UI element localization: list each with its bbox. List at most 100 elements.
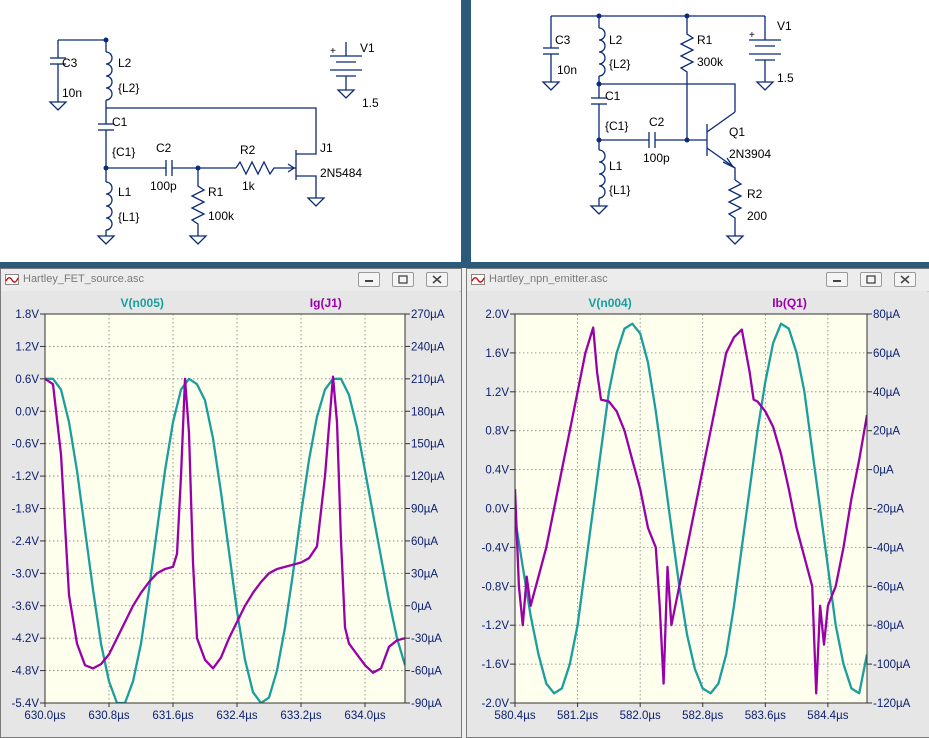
legend-vn004[interactable]: V(n004) xyxy=(588,296,631,310)
x-tick-label: 582.8µs xyxy=(682,710,723,722)
left-tick-label: -1.2V xyxy=(12,471,40,483)
series-line-ibq1 xyxy=(515,326,867,695)
fet-r2-value: 1k xyxy=(242,179,256,193)
right-tick-label: 0µA xyxy=(873,465,894,477)
minimize-icon xyxy=(365,280,373,282)
right-tick-label: 0µA xyxy=(411,601,432,613)
waveform-window-fet[interactable]: Hartley_FET_source.asc 1.8V 1.2V 0.6V 0.0V -… xyxy=(0,268,462,738)
left-tick-label: -0.6V xyxy=(12,439,40,451)
right-tick-label: -60µA xyxy=(873,581,904,593)
series-line-vn005 xyxy=(45,377,405,703)
x-tick-label: 630.8µs xyxy=(88,710,129,722)
left-tick-label: -1.2V xyxy=(482,620,510,632)
x-tick-label: 584.4µs xyxy=(807,710,848,722)
restore-icon xyxy=(866,275,876,284)
fet-l1-value: {L1} xyxy=(118,210,139,224)
right-tick-label: -20µA xyxy=(873,504,904,516)
schematic-npn-pane[interactable]: C3 10n L2 {L2} R1 300k C1 {C1} C2 100p L… xyxy=(471,0,929,262)
window-title: Hartley_FET_source.asc xyxy=(23,273,145,285)
right-tick-label: 30µA xyxy=(411,568,438,580)
right-tick-label: 270µA xyxy=(411,309,445,321)
fet-j1-model: 2N5484 xyxy=(320,166,362,180)
right-tick-label: 90µA xyxy=(411,504,438,516)
x-tick-label: 630.0µs xyxy=(24,710,65,722)
restore-button[interactable] xyxy=(860,272,882,287)
npn-r1-label: R1 xyxy=(697,33,713,47)
x-tick-label: 582.0µs xyxy=(620,710,661,722)
left-tick-label: 1.2V xyxy=(485,387,509,399)
npn-r2-value: 200 xyxy=(747,209,767,223)
right-tick-label: 120µA xyxy=(411,471,445,483)
fet-l2-label: L2 xyxy=(118,56,132,70)
fet-j1-label: J1 xyxy=(320,141,333,155)
right-tick-label: -80µA xyxy=(873,620,904,632)
npn-r1-value: 300k xyxy=(697,55,724,69)
waveform-plot-npn[interactable]: 2.0V 1.6V 1.2V 0.8V 0.4V 0.0V -0.4V -0.8V -1.2V -… xyxy=(467,291,927,737)
minimize-button[interactable] xyxy=(826,272,848,287)
waveform-plot-fet[interactable]: 1.8V 1.2V 0.6V 0.0V -0.6V -1.2V -1.8V -2.4V -3.0… xyxy=(1,291,459,737)
fet-r1-label: R1 xyxy=(208,185,224,199)
fet-c3-label: C3 xyxy=(62,56,78,70)
npn-c3-label: C3 xyxy=(555,33,571,47)
left-tick-label: -4.8V xyxy=(12,666,40,678)
x-tick-label: 631.6µs xyxy=(152,710,193,722)
right-tick-label: 20µA xyxy=(873,426,900,438)
right-tick-label: 210µA xyxy=(411,374,445,386)
window-titlebar[interactable]: Hartley_FET_source.asc xyxy=(1,269,461,292)
restore-icon xyxy=(398,275,408,284)
legend-igj1[interactable]: Ig(J1) xyxy=(310,296,342,310)
fet-l2-value: {L2} xyxy=(118,81,139,95)
fet-c1-value: {C1} xyxy=(112,145,135,159)
left-tick-label: 0.6V xyxy=(15,374,39,386)
right-tick-label: 60µA xyxy=(411,536,438,548)
waveform-app-icon xyxy=(5,274,19,285)
npn-v1-value: 1.5 xyxy=(777,71,794,85)
close-icon xyxy=(900,275,910,284)
restore-button[interactable] xyxy=(392,272,414,287)
minimize-button[interactable] xyxy=(358,272,380,287)
npn-c2-label: C2 xyxy=(649,115,665,129)
left-tick-label: -1.6V xyxy=(482,659,510,671)
right-tick-label: 60µA xyxy=(873,348,900,360)
npn-r2-label: R2 xyxy=(747,187,763,201)
fet-r2-label: R2 xyxy=(240,143,256,157)
left-tick-label: 1.2V xyxy=(15,341,39,353)
x-tick-label: 634.0µs xyxy=(344,710,385,722)
npn-v1-plus: + xyxy=(749,30,755,41)
legend-vn005[interactable]: V(n005) xyxy=(121,296,164,310)
window-titlebar[interactable]: Hartley_npn_emitter.asc xyxy=(467,269,929,292)
fet-l1-label: L1 xyxy=(118,185,132,199)
right-tick-label: -100µA xyxy=(873,659,911,671)
left-tick-label: -3.6V xyxy=(12,601,40,613)
x-tick-label: 581.2µs xyxy=(557,710,598,722)
left-tick-label: 1.8V xyxy=(15,309,39,321)
schematic-npn-canvas: C3 10n L2 {L2} R1 300k C1 {C1} C2 100p L… xyxy=(541,13,794,245)
right-tick-label: -90µA xyxy=(411,698,442,710)
fet-c3-value: 10n xyxy=(62,86,82,100)
npn-q1-label: Q1 xyxy=(729,125,745,139)
npn-l2-value: {L2} xyxy=(609,57,630,71)
npn-l2-label: L2 xyxy=(609,33,623,47)
fet-v1-plus: + xyxy=(330,46,336,57)
frame-divider-vertical xyxy=(461,0,471,268)
waveform-window-npn[interactable]: Hartley_npn_emitter.asc 2.0V 1.6V 1.2V 0.8V… xyxy=(466,268,929,738)
left-tick-label: 2.0V xyxy=(485,309,509,321)
fet-c2-label: C2 xyxy=(156,141,172,155)
x-tick-label: 632.4µs xyxy=(216,710,257,722)
legend-ibq1[interactable]: Ib(Q1) xyxy=(772,296,807,310)
schematic-fet-pane[interactable]: C3 10n L2 {L2} C1 {C1} C2 100p L1 {L1} R… xyxy=(0,0,461,262)
left-tick-label: 0.4V xyxy=(485,465,509,477)
npn-c2-value: 100p xyxy=(643,151,670,165)
fet-r1-value: 100k xyxy=(208,209,235,223)
left-tick-label: -2.0V xyxy=(482,698,510,710)
waveform-app-icon xyxy=(471,274,485,285)
close-button[interactable] xyxy=(426,272,448,287)
npn-c3-value: 10n xyxy=(557,63,577,77)
left-tick-label: -0.8V xyxy=(482,581,510,593)
right-tick-label: 80µA xyxy=(873,309,900,321)
series-line-igj1 xyxy=(45,375,405,674)
fet-v1-label: V1 xyxy=(360,41,375,55)
plot-border xyxy=(44,313,406,704)
left-tick-label: -4.2V xyxy=(12,633,40,645)
close-button[interactable] xyxy=(894,272,916,287)
